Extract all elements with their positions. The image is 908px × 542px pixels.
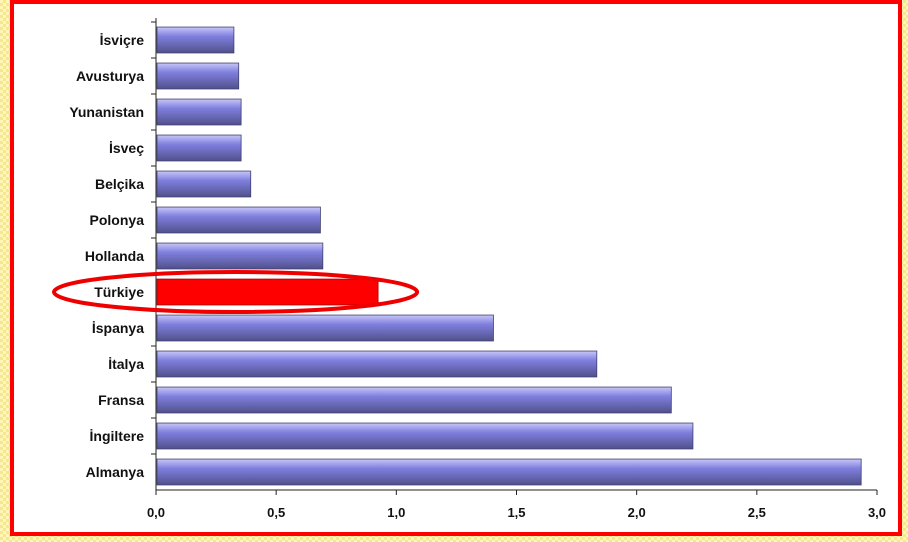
category-label: Belçika bbox=[95, 176, 144, 192]
category-label: İsveç bbox=[109, 140, 144, 156]
x-tick-label: 1,0 bbox=[387, 505, 405, 520]
bar-0 bbox=[156, 26, 235, 54]
highlight-ellipse bbox=[52, 270, 420, 314]
x-tick-label: 0,5 bbox=[267, 505, 285, 520]
category-label: İspanya bbox=[92, 320, 144, 336]
bar-10 bbox=[156, 386, 672, 414]
bar-6 bbox=[156, 242, 324, 270]
x-tick-label: 0,0 bbox=[147, 505, 165, 520]
category-label: Yunanistan bbox=[69, 104, 144, 120]
category-label: Avusturya bbox=[76, 68, 144, 84]
category-label: Türkiye bbox=[94, 284, 144, 300]
category-label: Polonya bbox=[90, 212, 145, 228]
category-label: İtalya bbox=[108, 356, 144, 372]
bar-11 bbox=[156, 422, 694, 450]
bar-3 bbox=[156, 134, 242, 162]
bar-9 bbox=[156, 350, 598, 378]
bar-5 bbox=[156, 206, 321, 234]
x-tick-label: 3,0 bbox=[868, 505, 886, 520]
bar-1 bbox=[156, 62, 240, 90]
category-label: Hollanda bbox=[85, 248, 144, 264]
category-label: İngiltere bbox=[90, 428, 145, 444]
bar-12 bbox=[156, 458, 862, 486]
x-tick-label: 2,0 bbox=[628, 505, 646, 520]
bar-2 bbox=[156, 98, 242, 126]
x-tick-label: 1,5 bbox=[507, 505, 525, 520]
bar-7 bbox=[156, 278, 379, 306]
bar-8 bbox=[156, 314, 494, 342]
bar-chart: İsviçre Avusturya Yunanistan İsveç Belçika Po… bbox=[52, 18, 886, 520]
category-label: Fransa bbox=[98, 392, 144, 408]
category-label: Almanya bbox=[86, 464, 145, 480]
bar-4 bbox=[156, 170, 252, 198]
x-tick-label: 2,5 bbox=[748, 505, 766, 520]
chart-frame: İsviçre Avusturya Yunanistan İsveç Belçika Po… bbox=[10, 0, 902, 536]
category-label: İsviçre bbox=[100, 32, 145, 48]
